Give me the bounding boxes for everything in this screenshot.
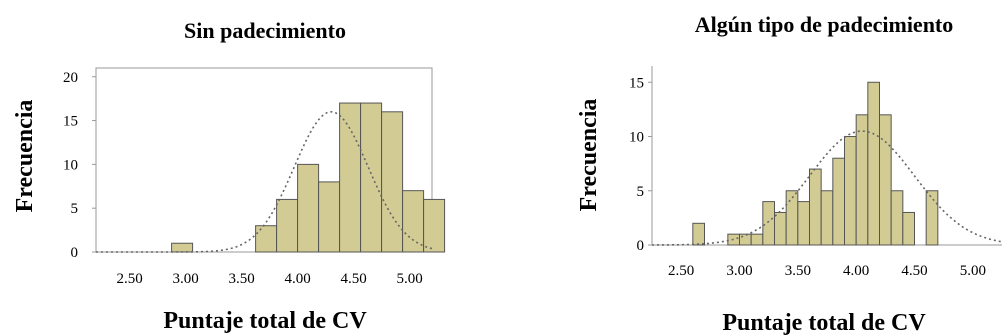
histogram-bar [762, 201, 776, 246]
x-tick-label: 4.50 [901, 263, 927, 279]
y-tick-label: 10 [629, 130, 644, 146]
histogram-bar [855, 114, 869, 246]
y-tick-label: 20 [63, 70, 78, 86]
histogram-bar [902, 211, 916, 246]
histogram-bar [276, 198, 299, 253]
histogram-svg-algun-padecimiento: Algún tipo de padecimiento Frecuencia Pu… [576, 12, 1003, 336]
y-tick-label: 0 [71, 245, 79, 261]
x-tick-label: 5.00 [960, 263, 986, 279]
histogram-bar [797, 201, 811, 246]
histogram-bar [809, 168, 822, 246]
histogram-bar [171, 242, 194, 253]
histogram-bar [925, 190, 939, 246]
y-tick-label: 15 [63, 114, 78, 130]
x-tick-label: 4.00 [843, 263, 869, 279]
histogram-bar [890, 190, 904, 246]
histogram-bar [879, 114, 892, 246]
y-tick-label: 5 [637, 184, 645, 200]
x-tick-label: 3.00 [172, 271, 198, 287]
histogram-bar [844, 136, 857, 246]
normal-curve [96, 110, 433, 253]
x-tick-label: 3.00 [726, 263, 752, 279]
x-tick-label: 2.50 [116, 271, 142, 287]
histogram-svg-sin-padecimiento: Sin padecimiento Frecuencia Puntaje tota… [12, 18, 446, 334]
histogram-bar [402, 190, 425, 253]
normal-curve [652, 130, 1003, 246]
histogram-bar [739, 233, 752, 246]
histogram-bar [297, 163, 320, 253]
histogram-bar [820, 190, 834, 246]
chart-title: Algún tipo de padecimiento [695, 12, 954, 37]
y-tick-label: 10 [63, 157, 78, 173]
y-tick-label: 5 [71, 201, 79, 217]
histogram-bar [750, 233, 764, 246]
y-axis-label: Frecuencia [12, 100, 38, 213]
x-tick-label: 5.00 [396, 271, 422, 287]
chart-title: Sin padecimiento [184, 18, 346, 43]
histogram-bar [381, 111, 404, 253]
y-axis-label: Frecuencia [576, 99, 602, 212]
histogram-algun-padecimiento: Algún tipo de padecimiento Frecuencia Pu… [502, 0, 1004, 336]
y-tick-label: 0 [637, 238, 645, 254]
x-axis-label: Puntaje total de CV [163, 308, 367, 334]
x-tick-label: 4.50 [340, 271, 366, 287]
x-tick-label: 2.50 [668, 263, 694, 279]
histogram-bar [360, 102, 383, 253]
histogram-bar [867, 81, 881, 246]
histogram-bar [339, 102, 362, 253]
histogram-sin-padecimiento: Sin padecimiento Frecuencia Puntaje tota… [0, 0, 500, 336]
histogram-bar [318, 181, 341, 253]
histogram-bar [727, 233, 740, 246]
histogram-bar [832, 157, 846, 246]
x-axis-label: Puntaje total de CV [722, 310, 926, 336]
histogram-bar [774, 211, 787, 246]
x-tick-label: 4.00 [284, 271, 310, 287]
y-tick-label: 15 [629, 75, 644, 91]
histogram-bar [692, 222, 705, 246]
histogram-bar [423, 198, 446, 253]
histogram-bar [785, 190, 799, 246]
x-tick-label: 3.50 [785, 263, 811, 279]
histogram-bar [255, 225, 278, 253]
x-tick-label: 3.50 [228, 271, 254, 287]
